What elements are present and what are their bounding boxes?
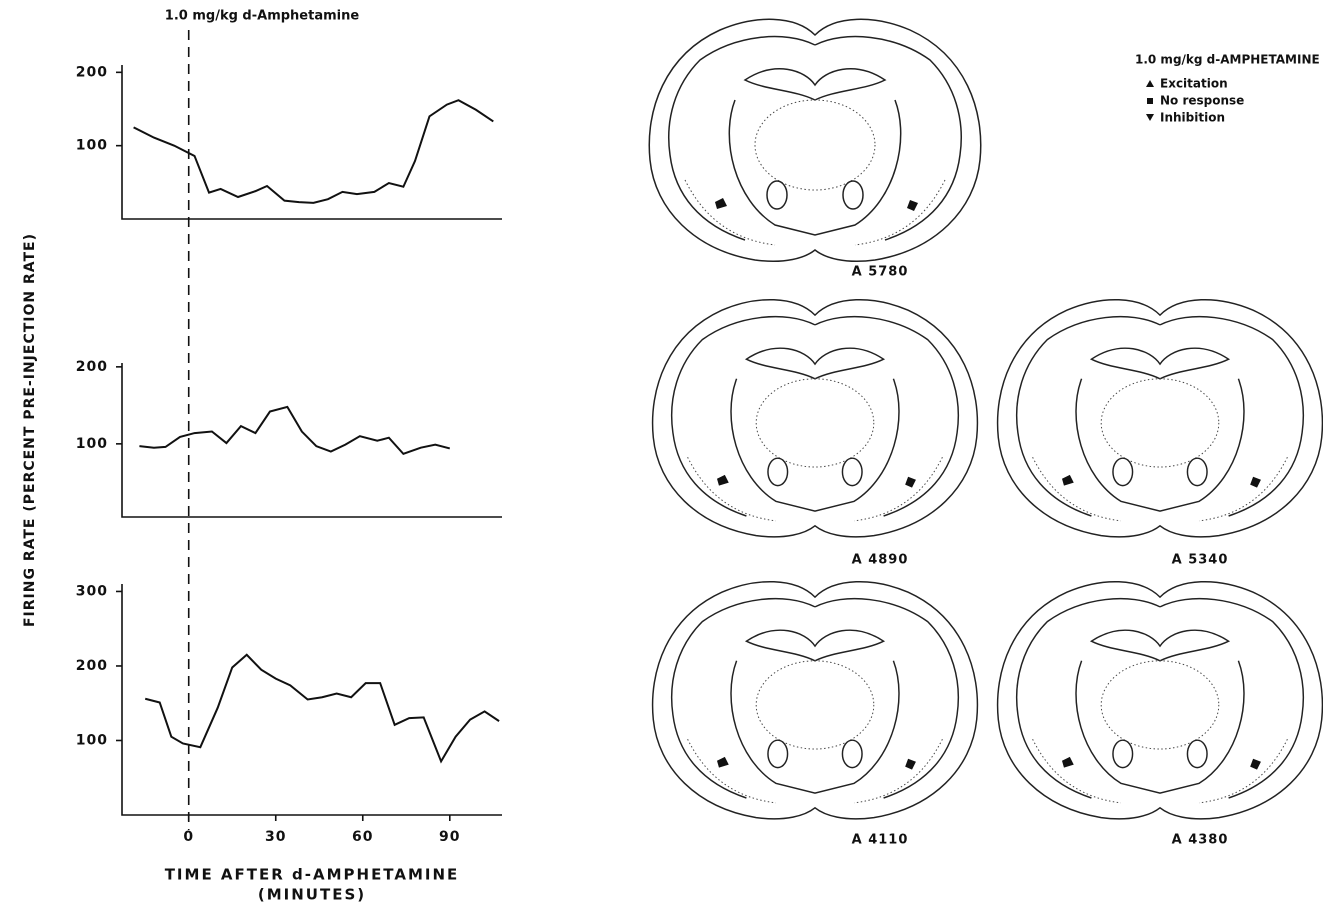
data-line: [134, 100, 494, 203]
axis: [122, 65, 502, 219]
y-tick-label: 100: [76, 732, 108, 748]
section-label: A 4890: [852, 553, 909, 568]
y-tick-label: 100: [76, 138, 108, 154]
x-tick-label: 0: [183, 829, 194, 845]
y-tick-label: 200: [76, 658, 108, 674]
legend-symbol: [1146, 114, 1154, 121]
legend-title: 1.0 mg/kg d-AMPHETAMINE: [1135, 53, 1320, 67]
section-label: A 4380: [1172, 833, 1229, 848]
legend-symbol: [1147, 98, 1153, 104]
y-tick-label: 200: [76, 64, 108, 80]
legend-entry: Excitation: [1160, 77, 1228, 91]
y-tick-label: 300: [76, 583, 108, 599]
legend-entry: No response: [1160, 94, 1244, 108]
y-tick-label: 100: [76, 436, 108, 452]
brain-section: [653, 582, 978, 819]
brain-section: [649, 19, 980, 261]
data-line: [145, 655, 499, 762]
section-label: A 5780: [852, 265, 909, 280]
brain-section: [998, 300, 1323, 537]
x-axis-label: TIME AFTER d-AMPHETAMINE: [165, 866, 460, 884]
x-tick-label: 60: [352, 829, 373, 845]
x-axis-label: (MINUTES): [258, 886, 366, 904]
x-tick-label: 90: [439, 829, 460, 845]
x-tick-label: 30: [265, 829, 286, 845]
axis: [122, 363, 502, 517]
section-label: A 5340: [1172, 553, 1229, 568]
figure: FIRING RATE (PERCENT PRE-INJECTION RATE)…: [0, 0, 1323, 905]
y-axis-label: FIRING RATE (PERCENT PRE-INJECTION RATE): [22, 233, 38, 627]
legend-entry: Inhibition: [1160, 111, 1225, 125]
legend-symbol: [1146, 80, 1154, 87]
injection-label: 1.0 mg/kg d-Amphetamine: [165, 9, 360, 24]
data-line: [139, 407, 449, 454]
brain-section: [653, 300, 978, 537]
section-label: A 4110: [852, 833, 909, 848]
y-tick-label: 200: [76, 359, 108, 375]
brain-section: [998, 582, 1323, 819]
